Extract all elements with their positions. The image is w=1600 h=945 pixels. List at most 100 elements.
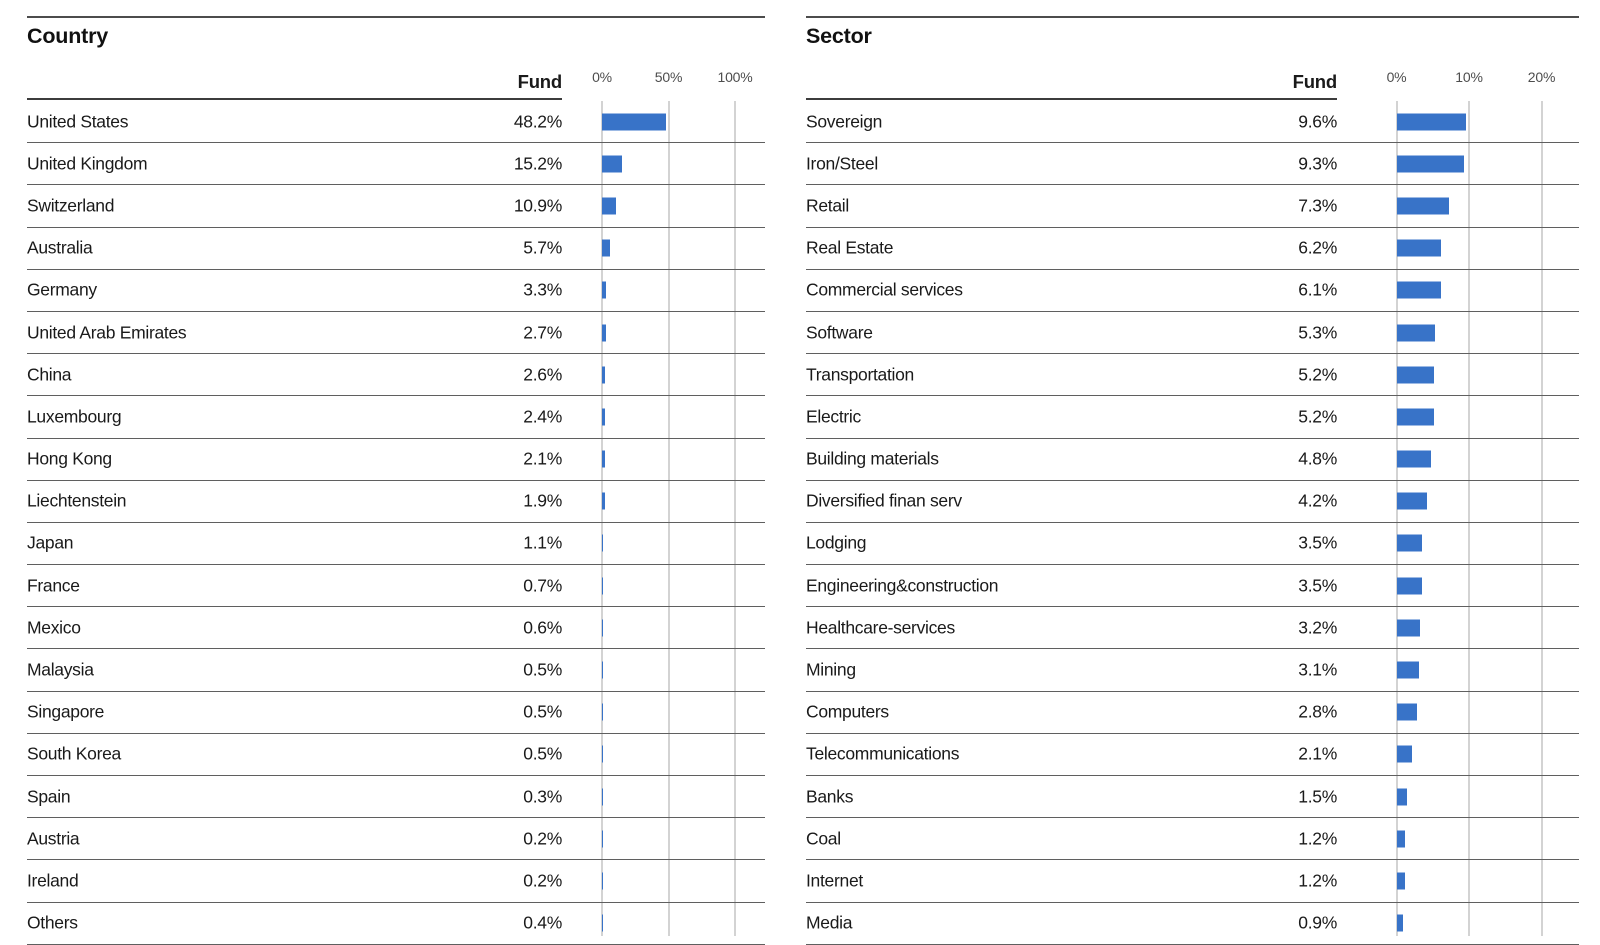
fund-bar [1396,113,1467,131]
fund-bar [1396,155,1464,173]
row-label: Singapore [27,701,105,722]
fund-bar [1396,324,1435,342]
top-rule [27,16,765,18]
fund-column-header: Fund [1292,71,1338,92]
fund-bar [602,281,607,299]
table-row: Australia 5.7% [27,228,765,270]
row-value: 2.8% [1298,701,1337,722]
chart-gridlines [806,101,1579,936]
row-label: Mining [806,659,856,680]
top-rule [806,16,1579,18]
row-value: 6.1% [1298,279,1337,300]
fund-bar [602,914,604,932]
row-label: Malaysia [27,659,94,680]
row-label: Diversified finan serv [806,490,962,511]
table-row: Singapore 0.5% [27,692,765,734]
row-label: Austria [27,828,80,849]
fund-bar [1396,619,1420,637]
row-value: 5.7% [523,237,562,258]
row-label: Hong Kong [27,448,112,469]
fund-bar [1396,408,1435,426]
row-label: Coal [806,828,841,849]
fund-bar [602,619,604,637]
row-label: France [27,575,80,596]
row-label: Mexico [27,617,81,638]
row-label: Ireland [27,870,79,891]
fund-bar [1396,661,1419,679]
sector-allocation-panel: Sector Fund 0% 10% 20% Sovereign 9.6% Iron… [806,0,1579,945]
table-row: South Korea 0.5% [27,734,765,776]
table-row: Building materials 4.8% [806,439,1579,481]
sector-table-rows: Sovereign 9.6% Iron/Steel 9.3% Retail 7.3% Rea… [806,101,1579,945]
row-value: 5.2% [1298,406,1337,427]
row-label: Computers [806,701,889,722]
row-label: Liechtenstein [27,490,127,511]
row-label: Sovereign [806,111,883,132]
row-label: Telecommunications [806,743,960,764]
row-value: 0.2% [523,828,562,849]
row-value: 0.5% [523,743,562,764]
row-label: Switzerland [27,195,115,216]
row-label: Media [806,912,853,933]
row-value: 2.1% [1298,743,1337,764]
row-value: 2.4% [523,406,562,427]
row-value: 0.5% [523,701,562,722]
row-value: 1.2% [1298,870,1337,891]
table-row: Mining 3.1% [806,649,1579,692]
row-value: 0.7% [523,575,562,596]
row-label: Building materials [806,448,939,469]
row-label: Japan [27,532,74,553]
fund-bar [602,788,604,806]
table-row: Commercial services 6.1% [806,270,1579,312]
row-value: 3.1% [1298,659,1337,680]
row-label: Others [27,912,78,933]
row-value: 5.3% [1298,322,1337,343]
row-label: United Arab Emirates [27,322,187,343]
table-row: Telecommunications 2.1% [806,734,1579,776]
fund-bar [602,577,604,595]
row-value: 0.3% [523,786,562,807]
table-row: Software 5.3% [806,312,1579,355]
fund-bar [602,155,623,173]
row-value: 1.1% [523,532,562,553]
row-label: China [27,364,72,385]
table-row: Others 0.4% [27,903,765,945]
row-value: 7.3% [1298,195,1337,216]
row-value: 3.5% [1298,532,1337,553]
fund-bar [602,239,610,257]
fund-bar [1396,745,1412,763]
table-row: Germany 3.3% [27,270,765,312]
row-value: 3.3% [523,279,562,300]
fund-bar [602,450,605,468]
fund-bar [1396,239,1442,257]
fund-bar [1396,281,1441,299]
table-row: France 0.7% [27,565,765,608]
row-label: Retail [806,195,849,216]
table-row: Malaysia 0.5% [27,649,765,692]
row-value: 1.2% [1298,828,1337,849]
row-label: Commercial services [806,279,963,300]
panel-title: Country [27,24,109,48]
row-value: 10.9% [513,195,562,216]
row-value: 2.1% [523,448,562,469]
table-row: United Arab Emirates 2.7% [27,312,765,355]
table-row: Healthcare-services 3.2% [806,607,1579,650]
country-table-rows: United States 48.2% United Kingdom 15.2% Swi… [27,101,765,945]
fund-bar [602,324,606,342]
fund-bar [1396,450,1432,468]
row-value: 3.2% [1298,617,1337,638]
table-row: Spain 0.3% [27,776,765,819]
fund-bar [1396,830,1406,848]
table-row: Real Estate 6.2% [806,228,1579,270]
row-value: 0.2% [523,870,562,891]
fund-bar [1396,703,1417,721]
row-label: Electric [806,406,861,427]
row-label: Luxembourg [27,406,122,427]
axis-tick-100pct: 100% [717,69,753,85]
header-rule [27,98,562,100]
gridline-10pct [1468,101,1470,936]
row-label: Spain [27,786,71,807]
row-value: 1.5% [1298,786,1337,807]
row-value: 6.2% [1298,237,1337,258]
row-value: 4.8% [1298,448,1337,469]
